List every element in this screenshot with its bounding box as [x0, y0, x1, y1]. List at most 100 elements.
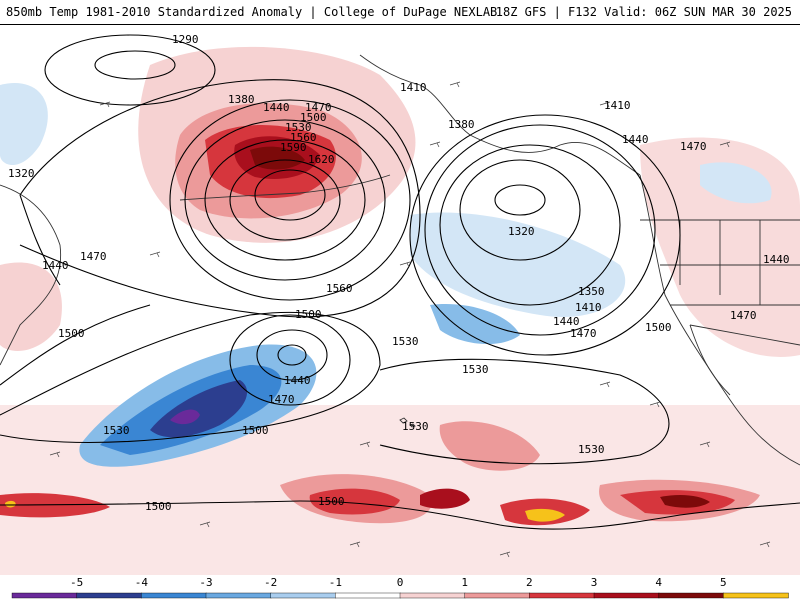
contour-label: 1530 — [578, 443, 605, 456]
warm-anomaly-band — [525, 508, 565, 522]
contour-line — [0, 500, 800, 530]
contour-line — [459, 159, 581, 261]
contour-label: 1500 — [645, 321, 672, 334]
contour-line — [254, 169, 326, 221]
contour-line — [439, 144, 621, 306]
contour-line — [19, 194, 61, 286]
contour-label: 1560 — [290, 131, 317, 144]
colorbar-segment — [658, 592, 725, 599]
colorbar-tick-label: 2 — [526, 576, 533, 589]
header-title: 850mb Temp 1981-2010 Standardized Anomal… — [6, 5, 498, 19]
warm-anomaly-area — [0, 262, 62, 351]
contour-label: 1500 — [242, 424, 269, 437]
contour-label: 1410 — [604, 99, 631, 112]
us-state-lines — [660, 220, 800, 306]
contour-line — [44, 34, 216, 106]
contour-label: 1530 — [285, 121, 312, 134]
colorbar-segment — [335, 592, 401, 599]
contour-label: 1470 — [730, 309, 757, 322]
header-valid-time: 18Z GFS | F132 Valid: 06Z SUN MAR 30 202… — [495, 5, 792, 19]
contour-label: 1350 — [578, 285, 605, 298]
warm-anomaly-band — [5, 500, 16, 508]
contour-line — [229, 159, 341, 241]
contour-label: 1410 — [575, 301, 602, 314]
baja-coastline — [689, 324, 731, 396]
contour-label: 1530 — [462, 363, 489, 376]
cold-anomaly-core — [170, 409, 200, 425]
warm-anomaly-band — [660, 494, 710, 508]
contour-label: 1470 — [80, 250, 107, 263]
colorbar-tick-label: 4 — [655, 576, 662, 589]
cool-anomaly-area — [410, 212, 626, 317]
contour-line — [184, 119, 386, 281]
contour-line — [256, 329, 328, 381]
colorbar-tick-label: 3 — [591, 576, 598, 589]
contour-line — [494, 184, 546, 216]
contour-label: 1470 — [305, 101, 332, 114]
colorbar-segment — [399, 592, 466, 599]
colorbar-tick-label: 1 — [461, 576, 468, 589]
contour-label: 1410 — [400, 81, 427, 94]
contour-line — [0, 304, 151, 386]
colorbar-legend: -5 -4 -3 -2 -1 0 1 2 3 4 5 — [0, 575, 800, 600]
warm-anomaly-band — [420, 488, 470, 509]
contour-line — [379, 358, 670, 465]
colorbar-segment — [76, 592, 143, 599]
colorbar-tick-label: 5 — [720, 576, 727, 589]
contour-line — [0, 311, 381, 444]
contour-label: 1290 — [172, 33, 199, 46]
contour-label: 1500 — [318, 495, 345, 508]
contour-labels: 1290 1380 1440 1470 1500 1530 1560 1590 … — [8, 33, 790, 513]
contour-label: 1530 — [392, 335, 419, 348]
colorbar-tick-label: -4 — [135, 576, 149, 589]
cool-anomaly-area — [700, 162, 772, 204]
colorbar-segment — [464, 592, 531, 599]
hawaii-islands — [399, 417, 416, 428]
wind-barbs — [49, 81, 771, 558]
warm-anomaly-band — [309, 488, 400, 515]
colorbar-segment — [593, 592, 660, 599]
contour-label: 1500 — [58, 327, 85, 340]
contour-line — [229, 314, 351, 406]
contour-line — [204, 139, 366, 261]
contour-label: 1620 — [308, 153, 335, 166]
contour-label: 1530 — [402, 420, 429, 433]
colorbar-tick-label: -2 — [264, 576, 277, 589]
contour-label: 1440 — [553, 315, 580, 328]
colorbar-segment — [270, 592, 337, 599]
contour-line — [169, 99, 411, 301]
colorbar-tick-label: -3 — [199, 576, 212, 589]
contour-label: 1440 — [263, 101, 290, 114]
colorbar-segment — [529, 592, 595, 599]
anomaly-map: 1290 1380 1440 1470 1500 1530 1560 1590 … — [0, 25, 800, 575]
contour-label: 1320 — [8, 167, 35, 180]
cool-anomaly-area — [430, 304, 520, 345]
height-contours — [0, 34, 800, 530]
colorbar-tick-label: -1 — [329, 576, 342, 589]
contour-label: 1440 — [622, 133, 649, 146]
contour-label: 1500 — [295, 308, 322, 321]
warm-anomaly-core — [250, 146, 305, 170]
anomaly-shading — [0, 46, 800, 575]
contour-line — [94, 50, 176, 80]
contour-line — [19, 79, 421, 318]
asia-coastline — [0, 184, 62, 366]
contour-label: 1470 — [268, 393, 295, 406]
colorbar-segment — [11, 592, 78, 599]
contour-label: 1500 — [145, 500, 172, 513]
contour-label: 1470 — [680, 140, 707, 153]
contour-label: 1440 — [42, 259, 69, 272]
colorbar-segment — [723, 592, 789, 599]
contour-line — [424, 124, 656, 336]
contour-line — [409, 114, 681, 356]
contour-label: 1380 — [228, 93, 255, 106]
contour-label: 1320 — [508, 225, 535, 238]
cool-anomaly-area — [0, 83, 48, 165]
cold-anomaly-core — [150, 380, 248, 438]
north-america-coastline — [639, 174, 800, 466]
colorbar-tick-label: 0 — [397, 576, 404, 589]
contour-line — [277, 344, 307, 366]
colorbar-tick-label: -5 — [70, 576, 83, 589]
colorbar-bar — [11, 592, 789, 599]
